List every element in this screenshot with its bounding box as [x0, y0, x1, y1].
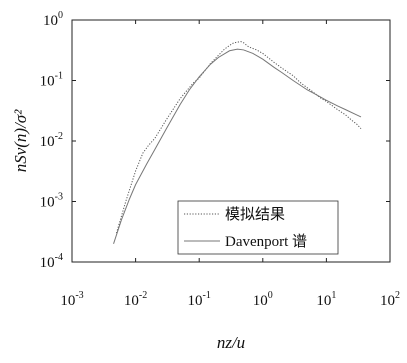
- series-1-point: [229, 50, 230, 51]
- series-0-point: [273, 62, 274, 63]
- series-1-point: [189, 89, 190, 90]
- series-0-point: [142, 153, 143, 154]
- series-1-point: [135, 184, 136, 185]
- series-1-point: [237, 49, 238, 50]
- series-0-point: [154, 138, 155, 139]
- series-0-point: [262, 53, 263, 54]
- series-1-point: [218, 57, 219, 58]
- series-1-point: [113, 243, 114, 244]
- series-0-point: [125, 201, 126, 202]
- series-0-point: [233, 42, 234, 43]
- series-0-point: [135, 170, 136, 171]
- y-tick-label: 100: [43, 10, 63, 29]
- series-0-point: [243, 42, 244, 43]
- series-1-point: [273, 67, 274, 68]
- y-tick-label: 10-3: [40, 192, 63, 211]
- series-line-0: [115, 41, 362, 234]
- series-0-point: [229, 45, 230, 46]
- series-1-point: [293, 80, 294, 81]
- series-1-point: [316, 94, 317, 95]
- tick-layer: 10-3 10-2 10-1 100 101 102 10-4 10-3 10-2 10-1 100: [40, 10, 400, 309]
- y-tick-label: 10-2: [40, 131, 63, 150]
- series-1-point: [146, 163, 147, 164]
- series-0-point: [218, 55, 219, 56]
- legend-box: [177, 200, 339, 255]
- series-0-point: [224, 49, 225, 50]
- series-0-point: [337, 109, 338, 110]
- legend-label-davenport: Davenport 谱: [225, 233, 307, 250]
- series-layer: [113, 41, 362, 244]
- series-0-point: [351, 120, 352, 121]
- series-1-point: [326, 100, 327, 101]
- series-0-point: [293, 75, 294, 76]
- x-tick-label: 10-3: [60, 290, 83, 309]
- series-0-point: [237, 42, 238, 43]
- series-0-point: [240, 41, 241, 42]
- series-1-point: [243, 49, 244, 50]
- y-tick-label: 10-1: [40, 71, 63, 90]
- x-tick-label: 102: [380, 290, 400, 309]
- x-axis-title: nz/u: [217, 333, 245, 352]
- series-1-point: [262, 59, 263, 60]
- legend-label-simulated: 模拟结果: [225, 206, 285, 223]
- series-1-point: [337, 105, 338, 106]
- x-tick-label: 10-1: [188, 290, 211, 309]
- series-0-point: [148, 145, 149, 146]
- series-0-point: [300, 83, 301, 84]
- series-1-point: [345, 109, 346, 110]
- series-1-point: [179, 104, 180, 105]
- series-1-point: [199, 76, 200, 77]
- series-0-point: [360, 128, 361, 129]
- series-1-point: [121, 219, 122, 220]
- series-0-point: [248, 46, 249, 47]
- series-0-point: [179, 98, 180, 99]
- series-1-point: [252, 53, 253, 54]
- series-1-point: [154, 149, 155, 150]
- x-tick-label: 100: [253, 290, 273, 309]
- x-tick-label: 10-2: [124, 290, 147, 309]
- series-0-point: [281, 68, 282, 69]
- series-1-point: [356, 114, 357, 115]
- series-1-point: [210, 64, 211, 65]
- y-axis-title: nSv(n)/σ²: [11, 109, 30, 172]
- y-tick-label: 10-4: [40, 252, 63, 271]
- series-0-point: [165, 120, 166, 121]
- legend: 模拟结果 Davenport 谱: [177, 200, 339, 255]
- x-tick-label: 101: [316, 290, 336, 309]
- series-1-point: [129, 198, 130, 199]
- series-1-point: [307, 89, 308, 90]
- series-1-point: [165, 129, 166, 130]
- series-0-point: [345, 114, 346, 115]
- series-1-point: [281, 72, 282, 73]
- series-line-1: [113, 48, 362, 244]
- series-0-point: [356, 124, 357, 125]
- series-0-point: [256, 49, 257, 50]
- series-1-point: [360, 116, 361, 117]
